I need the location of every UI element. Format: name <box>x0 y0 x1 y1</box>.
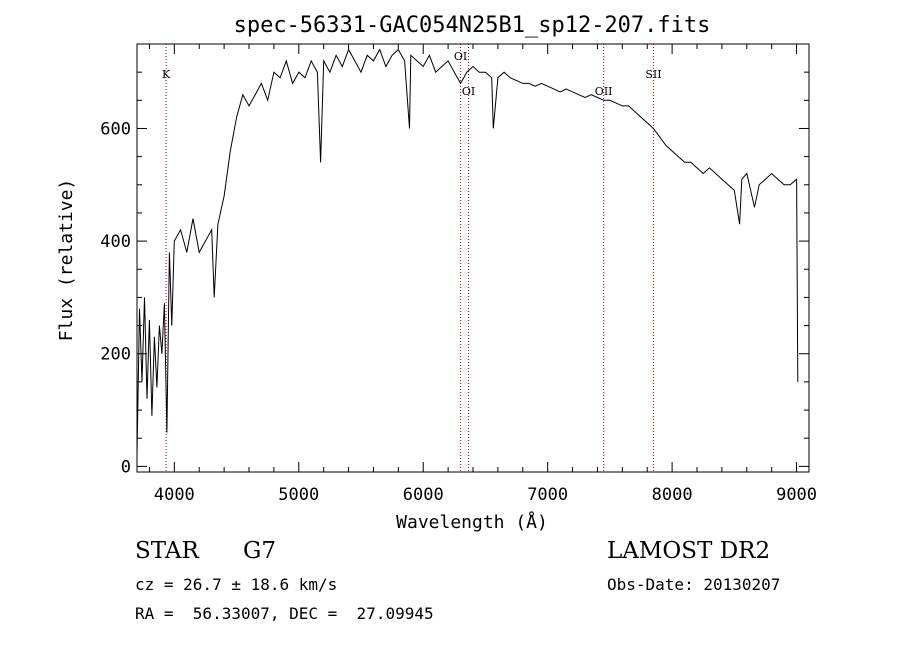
object-type: STAR <box>135 538 199 564</box>
line-marker-label: OII <box>595 85 613 98</box>
x-tick-label: 9000 <box>776 485 817 505</box>
redshift-cz: cz = 26.7 ± 18.6 km/s <box>135 575 338 594</box>
y-tick-label: 600 <box>100 119 131 139</box>
y-axis-label: Flux (relative) <box>56 179 77 342</box>
axis-ticks: 4000 5000 6000 7000 8000 9000 0 200 400 600 <box>100 44 817 505</box>
coordinates: RA = 56.33007, DEC = 27.09945 <box>135 604 434 623</box>
object-subclass: G7 <box>243 538 277 564</box>
x-tick-label: 8000 <box>652 485 693 505</box>
line-marker-label: K <box>162 68 171 81</box>
spectrum-line <box>136 48 799 456</box>
y-tick-label: 400 <box>100 232 131 252</box>
chart-title: spec-56331-GAC054N25B1_sp12-207.fits <box>234 13 711 38</box>
y-tick-label: 200 <box>100 345 131 365</box>
obs-date: Obs-Date: 20130207 <box>607 575 781 594</box>
line-markers: K OI OI OII SII <box>162 44 662 472</box>
x-axis-label: Wavelength (Å) <box>396 511 548 533</box>
line-marker-label: OI <box>462 85 475 98</box>
line-marker-label: OI <box>454 50 467 63</box>
survey-name: LAMOST DR2 <box>607 538 771 564</box>
x-tick-label: 4000 <box>154 485 195 505</box>
line-marker-label: SII <box>645 68 661 81</box>
x-tick-label: 6000 <box>403 485 444 505</box>
y-tick-label: 0 <box>121 457 131 477</box>
plot-frame <box>136 43 810 473</box>
x-tick-label: 7000 <box>527 485 568 505</box>
x-tick-label: 5000 <box>278 485 319 505</box>
